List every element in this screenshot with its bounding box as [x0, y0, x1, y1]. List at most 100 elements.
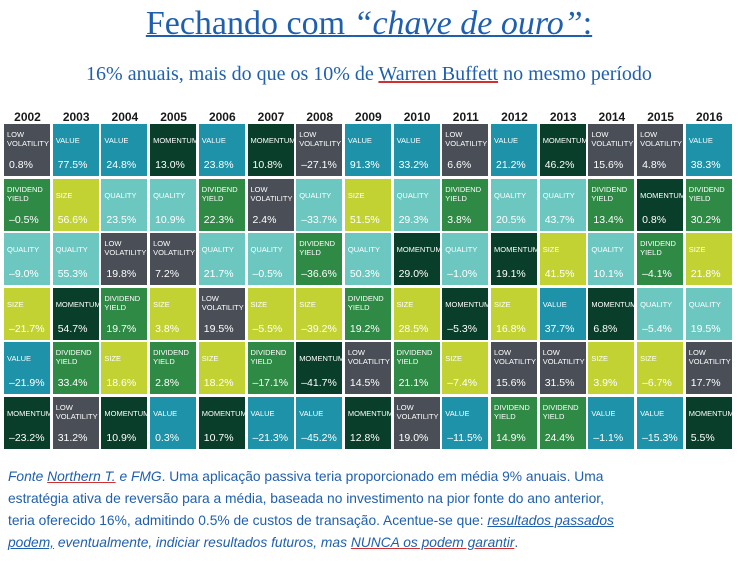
- factor-name: LOW VOLATILITY: [153, 239, 196, 257]
- title-italic: “chave de ouro”: [353, 5, 583, 42]
- footnote-end: .: [514, 535, 519, 550]
- factor-cell: SIZE 3.9%: [588, 342, 635, 394]
- factor-name: MOMENTUM: [55, 299, 101, 309]
- factor-cell: QUALITY –5.4%: [637, 287, 684, 340]
- factor-return: –33.7%: [301, 213, 337, 226]
- factor-return: –0.5%: [9, 213, 39, 226]
- factor-cell: LOW VOLATILITY 14.5%: [344, 342, 391, 394]
- factor-return: 16.8%: [496, 322, 526, 335]
- factor-name: DIVIDEND YIELD: [7, 184, 43, 203]
- factor-return: –27.1%: [301, 159, 337, 171]
- factor-return: 3.8%: [447, 213, 472, 226]
- factor-return: 37.7%: [544, 322, 575, 335]
- factor-name: MOMENTUM: [542, 136, 588, 145]
- factor-name: QUALITY: [201, 245, 234, 254]
- factor-cell: VALUE 77.5%: [52, 124, 99, 176]
- factor-cell: DIVIDEND YIELD –4.1%: [637, 233, 684, 285]
- factor-cell: QUALITY –9.0%: [4, 233, 50, 285]
- factor-return: 10.1%: [593, 268, 624, 280]
- factor-cell: DIVIDEND YIELD –0.5%: [4, 178, 50, 231]
- factor-name: LOW VOLATILITY: [347, 348, 390, 366]
- factor-cell: VALUE –1.1%: [588, 396, 635, 449]
- factor-return: 18.6%: [106, 377, 137, 389]
- factor-cell: DIVIDEND YIELD 22.3%: [198, 178, 245, 231]
- factor-name: VALUE: [347, 136, 372, 145]
- factor-return: 7.2%: [155, 268, 180, 280]
- factor-return: 2.4%: [252, 213, 277, 226]
- factor-name: MOMENTUM: [688, 408, 734, 418]
- factor-cell: SIZE –21.7%: [4, 287, 50, 340]
- factor-name: VALUE: [542, 299, 567, 309]
- factor-return: 51.5%: [349, 213, 380, 226]
- factor-cell: SIZE 3.8%: [150, 287, 197, 340]
- factor-return: 0.8%: [9, 159, 33, 171]
- factor-cell: MOMENTUM 10.9%: [101, 396, 150, 449]
- factor-return: –6.7%: [642, 377, 672, 389]
- factor-return: 24.4%: [544, 431, 575, 444]
- factor-cell: QUALITY –1.0%: [442, 233, 489, 285]
- year-label-2012: 2012: [501, 110, 528, 124]
- factor-cell: LOW VOLATILITY 2.4%: [247, 178, 294, 231]
- year-label-2003: 2003: [62, 110, 90, 124]
- factor-name: VALUE: [688, 136, 713, 145]
- factor-name: LOW VOLATILITY: [640, 130, 683, 148]
- factor-name: VALUE: [591, 408, 616, 418]
- factor-cell: DIVIDEND YIELD 3.8%: [442, 178, 489, 231]
- year-label-2004: 2004: [111, 110, 139, 124]
- factor-cell: LOW VOLATILITY 0.8%: [4, 124, 50, 176]
- factor-name: SIZE: [299, 299, 316, 309]
- factor-cell: DIVIDEND YIELD 14.9%: [491, 396, 537, 449]
- factor-cell: QUALITY –0.5%: [247, 233, 294, 285]
- factor-return: 2.8%: [155, 377, 180, 389]
- factor-return: 38.3%: [690, 159, 721, 171]
- factor-cell: DIVIDEND YIELD 13.4%: [588, 178, 635, 231]
- factor-return: 15.6%: [593, 159, 624, 171]
- factor-return: –5.5%: [252, 322, 283, 335]
- factor-name: DIVIDEND YIELD: [591, 184, 628, 203]
- factor-return: 91.3%: [349, 159, 380, 171]
- factor-return: 19.1%: [496, 268, 526, 280]
- factor-name: QUALITY: [7, 245, 40, 254]
- factor-cell: MOMENTUM 10.7%: [198, 396, 247, 449]
- factor-name: DIVIDEND YIELD: [250, 348, 287, 366]
- factor-name: SIZE: [688, 245, 706, 254]
- year-label-2013: 2013: [549, 110, 577, 124]
- factor-name: VALUE: [250, 408, 275, 418]
- factor-return: 6.6%: [447, 159, 472, 171]
- factor-cell: VALUE –15.3%: [637, 396, 684, 449]
- source-name: Northern T.: [47, 469, 116, 484]
- factor-name: MOMENTUM: [7, 408, 52, 418]
- footnote-emphasis-3: eventualmente, indiciar resultados futur…: [54, 535, 351, 550]
- factor-return: 19.5%: [203, 322, 234, 335]
- factor-name: MOMENTUM: [104, 408, 150, 418]
- factor-return: 3.9%: [593, 377, 618, 389]
- factor-cell: MOMENTUM 54.7%: [52, 287, 101, 340]
- factor-cell: MOMENTUM 5.5%: [685, 396, 734, 449]
- factor-cell: QUALITY 29.3%: [393, 178, 440, 231]
- factor-cell: MOMENTUM 13.0%: [150, 124, 198, 176]
- factor-cell: QUALITY 50.3%: [344, 233, 391, 285]
- footnote-line-1: Fonte Northern T. e FMG. Uma aplicação p…: [8, 466, 732, 488]
- factor-return: 46.2%: [544, 159, 575, 171]
- factor-name: LOW VOLATILITY: [591, 130, 634, 148]
- factor-cell: MOMENTUM 12.8%: [344, 396, 393, 449]
- factor-name: DIVIDEND YIELD: [640, 239, 676, 257]
- factor-name: VALUE: [55, 136, 80, 145]
- title-prefix: Fechando com: [145, 5, 354, 42]
- factor-cell: SIZE 18.2%: [198, 342, 245, 394]
- factor-cell: MOMENTUM –23.2%: [4, 396, 52, 449]
- factor-cell: VALUE 24.8%: [101, 124, 148, 176]
- factor-name: MOMENTUM: [250, 136, 296, 145]
- factor-name: SIZE: [640, 354, 657, 363]
- factor-return: –9.0%: [9, 268, 39, 280]
- factor-return: 14.9%: [496, 431, 526, 444]
- factor-return: 15.6%: [496, 377, 526, 389]
- factor-cell: QUALITY 21.7%: [198, 233, 245, 285]
- factor-return: 13.0%: [155, 159, 185, 171]
- factor-cell: DIVIDEND YIELD –17.1%: [247, 342, 294, 394]
- factor-return: 29.0%: [398, 268, 429, 280]
- factor-name: MOMENTUM: [640, 190, 686, 200]
- factor-cell: MOMENTUM 19.1%: [491, 233, 539, 285]
- subtitle-suffix: no mesmo período: [498, 63, 652, 85]
